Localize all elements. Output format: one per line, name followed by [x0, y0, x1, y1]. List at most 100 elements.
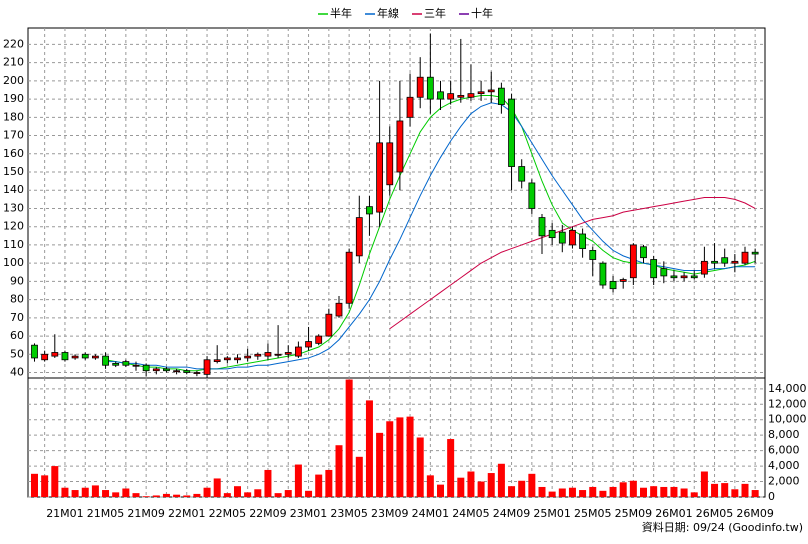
candle-body — [447, 93, 455, 100]
y-tick-label: 80 — [10, 293, 24, 306]
volume-bar — [711, 483, 719, 497]
volume-bar — [721, 483, 729, 497]
y-tick-label: 220 — [3, 37, 24, 50]
candle-body — [335, 302, 343, 317]
y-tick-label: 200 — [3, 74, 24, 87]
x-tick-label: 23M05 — [330, 507, 368, 520]
candle-body — [508, 98, 515, 167]
candle-body — [81, 353, 89, 359]
y-tick-label: 70 — [10, 311, 24, 324]
candle-body — [163, 368, 170, 372]
candle-body — [660, 268, 668, 277]
candle-body — [528, 182, 536, 209]
y2-tick-label: 14,000 — [768, 382, 807, 395]
candle-body — [437, 91, 444, 100]
candle-body — [173, 370, 181, 373]
candle-body — [741, 251, 749, 264]
candle-body — [294, 346, 302, 357]
candle-body — [61, 352, 69, 361]
y-tick-label: 100 — [3, 256, 24, 269]
candle-body — [315, 335, 323, 344]
candle-body — [497, 87, 505, 105]
x-tick-label: 26M09 — [736, 507, 774, 520]
volume-bar — [751, 490, 759, 497]
x-tick-label: 22M09 — [249, 507, 287, 520]
volume-bar — [234, 486, 241, 497]
volume-bar — [183, 495, 191, 497]
candle-body — [396, 120, 404, 173]
candle-body — [467, 93, 475, 98]
y2-tick-label: 0 — [768, 490, 775, 503]
volume-bar — [376, 432, 384, 497]
volume-bar — [71, 490, 79, 497]
volume-bar — [355, 456, 363, 497]
candle-body — [51, 352, 59, 357]
y-tick-label: 210 — [3, 56, 24, 69]
y2-tick-label: 10,000 — [768, 413, 807, 426]
volume-bar — [345, 379, 353, 497]
candle-body — [254, 353, 262, 357]
candle-body — [41, 353, 49, 361]
volume-bar — [91, 485, 99, 497]
x-tick-label: 22M01 — [168, 507, 206, 520]
candle-body — [609, 280, 617, 290]
volume-bar — [437, 484, 444, 497]
volume-bar — [629, 480, 637, 497]
candle-body — [193, 372, 201, 374]
y-tick-label: 60 — [10, 329, 24, 342]
candle-body — [264, 352, 272, 357]
candle-body — [355, 217, 363, 257]
volume-bar — [650, 486, 658, 497]
x-tick-label: 24M01 — [412, 507, 450, 520]
volume-bar — [41, 475, 49, 497]
y2-tick-label: 12,000 — [768, 397, 807, 410]
candle-body — [132, 364, 140, 367]
volume-bar — [558, 488, 566, 497]
candle-body — [142, 364, 150, 372]
candle-body — [203, 359, 211, 375]
volume-bar — [254, 489, 262, 497]
candle-body — [426, 76, 434, 100]
candle-body — [650, 259, 658, 279]
x-tick-label: 26M05 — [696, 507, 734, 520]
volume-bar — [396, 417, 404, 497]
y2-tick-label: 2,000 — [768, 475, 800, 488]
volume-bar — [274, 493, 282, 497]
candle-body — [386, 142, 394, 186]
volume-bar — [51, 466, 59, 497]
volume-bar — [619, 482, 627, 497]
x-tick-label: 26M01 — [655, 507, 693, 520]
candle-body — [589, 249, 597, 260]
y-tick-label: 170 — [3, 129, 24, 142]
volume-bar — [244, 492, 252, 497]
volume-bar — [213, 478, 221, 497]
x-tick-label: 25M05 — [574, 507, 612, 520]
volume-bar — [457, 477, 465, 497]
x-tick-label: 21M09 — [127, 507, 165, 520]
volume-bar — [335, 445, 343, 497]
y-tick-label: 90 — [10, 274, 24, 287]
volume-bar — [305, 490, 313, 497]
candle-body — [487, 89, 495, 93]
candle-body — [284, 352, 292, 355]
x-tick-label: 21M01 — [46, 507, 84, 520]
volume-bar — [477, 481, 485, 497]
y-tick-label: 110 — [3, 238, 24, 251]
volume-bar — [162, 493, 170, 497]
y-tick-label: 130 — [3, 201, 24, 214]
candle-body — [457, 95, 465, 98]
candle-body — [629, 244, 637, 279]
volume-bar — [223, 493, 231, 497]
candle-body — [619, 279, 627, 282]
volume-bar — [112, 492, 120, 497]
candle-body — [223, 357, 231, 361]
volume-bar — [660, 486, 668, 497]
volume-bar — [386, 421, 394, 497]
volume-bar — [203, 487, 211, 497]
x-tick-label: 25M09 — [615, 507, 653, 520]
volume-bar — [609, 486, 617, 497]
volume-bar — [284, 490, 292, 497]
x-tick-label: 21M05 — [87, 507, 125, 520]
candle-body — [538, 217, 546, 237]
candle-body — [731, 260, 739, 264]
